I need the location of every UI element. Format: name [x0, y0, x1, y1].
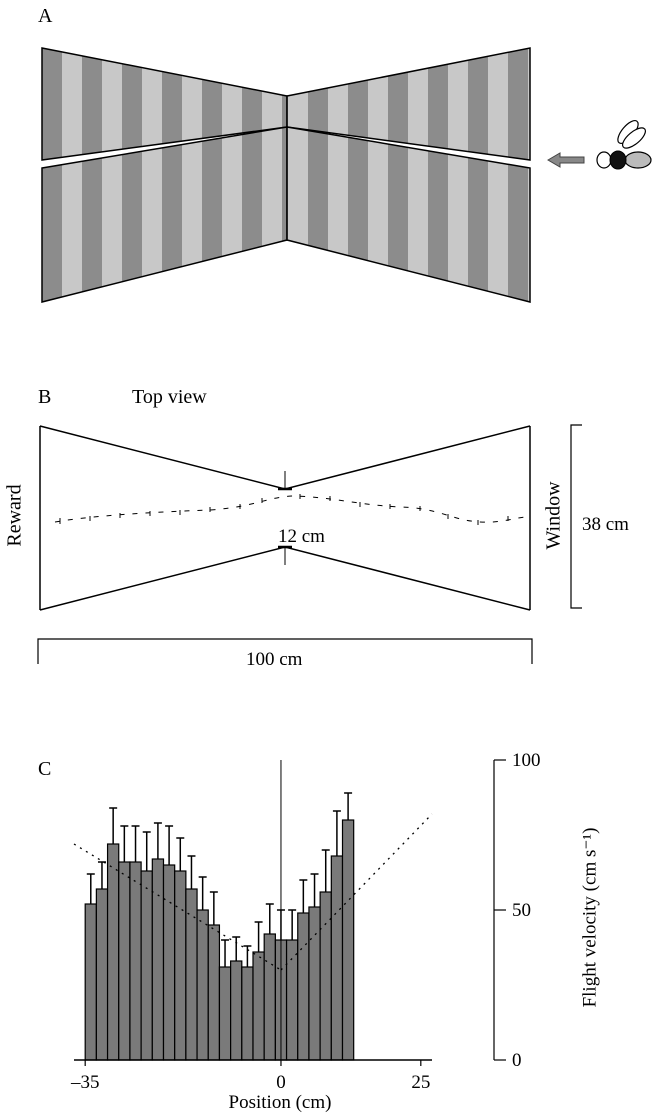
velocity-bar-chart: –35 0 25 0 50 100: [70, 750, 541, 1090]
x-axis-label: Position (cm): [228, 1092, 332, 1113]
window-label: Window: [542, 481, 565, 550]
y-tick-label: 100: [512, 750, 541, 771]
x-tick-label: –35: [70, 1072, 100, 1090]
bar: [84, 903, 97, 1061]
panel-c-letter: C: [38, 758, 52, 780]
bars-group: [84, 819, 355, 1061]
reference-lines-group: [73, 760, 433, 1060]
bar: [252, 951, 265, 1061]
tunnel-top-view-diagram: [37, 424, 582, 664]
bar: [185, 888, 198, 1061]
gap-width-label: 12 cm: [278, 526, 325, 547]
front-right-wall: [286, 126, 531, 303]
trajectory-tick-marks: [59, 494, 509, 525]
bar: [95, 888, 109, 1061]
bar: [118, 861, 131, 1061]
bar: [341, 819, 355, 1061]
bar: [218, 966, 232, 1061]
height-label: 38 cm: [582, 514, 629, 535]
bar: [297, 912, 310, 1061]
x-tick-label: 25: [411, 1072, 430, 1090]
bar: [285, 939, 299, 1061]
bar: [319, 891, 332, 1061]
width-bracket: [37, 638, 533, 664]
y-tick-label: 50: [512, 900, 531, 921]
tunnel-3d-diagram: [41, 47, 652, 303]
y-axis-label: Flight velocity (cm s⁻¹): [579, 827, 601, 1008]
error-bars-group: [86, 792, 353, 967]
bar: [129, 861, 142, 1061]
x-tick-label: 0: [276, 1072, 286, 1090]
panel-b-title: Top view: [132, 386, 207, 408]
bar: [207, 924, 221, 1061]
left-arrow-icon: [547, 152, 585, 168]
panel-a-letter: A: [38, 5, 53, 27]
back-right-wall: [286, 47, 531, 161]
bar: [308, 906, 321, 1061]
bee-icon: [596, 120, 652, 170]
width-label: 100 cm: [246, 649, 303, 670]
bar: [330, 855, 344, 1061]
bar: [263, 933, 276, 1061]
bar: [151, 858, 165, 1061]
bar: [140, 870, 153, 1061]
bar: [174, 870, 187, 1061]
bar: [162, 864, 176, 1061]
axes-group: –35 0 25 0 50 100: [70, 750, 541, 1090]
bar: [230, 960, 243, 1061]
bar: [106, 843, 120, 1061]
flight-trajectory: [54, 495, 526, 523]
bar: [196, 909, 209, 1061]
panel-b-letter: B: [38, 386, 52, 408]
right-reference-line: [280, 813, 433, 971]
bar: [241, 966, 254, 1061]
height-bracket: [570, 424, 582, 609]
reward-label: Reward: [3, 484, 26, 547]
y-tick-label: 0: [512, 1050, 522, 1071]
